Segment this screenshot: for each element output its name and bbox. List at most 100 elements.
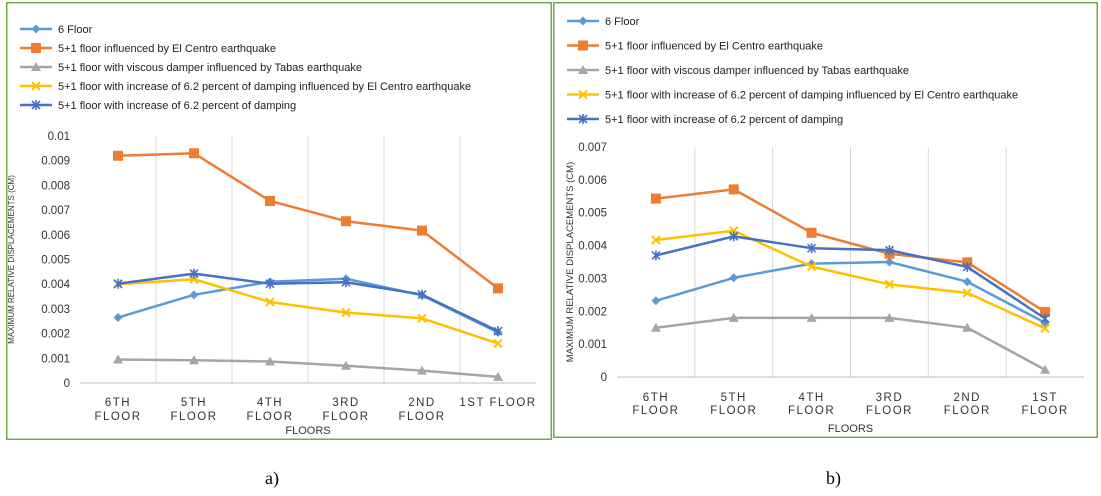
data-point	[806, 227, 817, 238]
y-axis-title: MAXIMUM RELATIVE DISPLACEMENTS (CM)	[565, 162, 576, 362]
x-tick-label: FLOOR	[94, 411, 141, 423]
legend-item: 5+1 floor influenced by El Centro earthq…	[567, 40, 823, 53]
legend-label: 5+1 floor with viscous damper influenced…	[605, 65, 909, 77]
data-point	[650, 193, 661, 204]
data-point	[341, 307, 351, 318]
x-tick-label: FLOOR	[944, 405, 991, 417]
x-tick-label: FLOOR	[866, 405, 913, 417]
x-tick-label: 6TH	[643, 392, 669, 404]
series-line	[117, 278, 499, 345]
x-tick-label: FLOOR	[322, 411, 369, 423]
x-tick-label: FLOOR	[632, 405, 679, 417]
panel-label-a: a)	[265, 468, 279, 488]
x-tick-label: FLOOR	[1022, 405, 1069, 417]
y-tick-label: 0.004	[578, 241, 607, 253]
data-point	[807, 243, 817, 254]
data-point	[493, 338, 503, 349]
data-point	[651, 250, 661, 261]
data-point	[113, 278, 123, 289]
y-tick-label: 0.001	[41, 353, 70, 365]
data-point	[806, 312, 817, 322]
x-axis-title: FLOORS	[828, 423, 873, 435]
data-point	[189, 355, 199, 365]
data-point	[189, 268, 199, 279]
data-point	[265, 297, 275, 307]
data-point	[417, 225, 427, 236]
legend-item: 6 Floor	[567, 16, 640, 28]
legend-marker	[578, 89, 588, 100]
data-point	[728, 184, 739, 195]
data-point	[417, 313, 427, 323]
data-point	[962, 288, 972, 298]
data-point	[806, 261, 817, 272]
data-point	[1040, 306, 1051, 317]
data-point	[265, 278, 275, 289]
legend-item: 6 Floor	[20, 24, 93, 36]
legend-item: 5+1 floor with increase of 6.2 percent o…	[20, 81, 471, 93]
series-5	[113, 268, 503, 337]
y-tick-label: 0.001	[578, 339, 607, 351]
data-point	[113, 150, 123, 161]
series-line	[655, 260, 1046, 324]
legend-item: 5+1 floor with viscous damper influenced…	[20, 62, 362, 74]
x-tick-label: FLOOR	[710, 405, 757, 417]
legend-label: 6 Floor	[605, 16, 640, 28]
x-tick-label: FLOOR	[788, 405, 835, 417]
legend-label: 5+1 floor with increase of 6.2 percent o…	[605, 114, 843, 126]
data-point	[729, 273, 739, 283]
x-tick-label: FLOOR	[246, 411, 293, 423]
x-tick-label: 2ND	[408, 397, 436, 409]
x-tick-label: 1ST	[1032, 392, 1058, 404]
x-tick-label: FLOOR	[398, 411, 445, 423]
legend-item: 5+1 floor influenced by El Centro earthq…	[20, 43, 276, 55]
legend-item: 5+1 floor with increase of 6.2 percent o…	[567, 114, 843, 126]
legend-marker	[31, 62, 41, 71]
series-3	[113, 354, 503, 381]
data-point	[113, 313, 123, 323]
legend-item: 5+1 floor with increase of 6.2 percent o…	[567, 90, 1018, 102]
data-point	[265, 195, 275, 206]
series-line	[117, 358, 499, 379]
legend-marker	[578, 40, 588, 51]
series-2	[113, 148, 503, 294]
x-tick-label: 3RD	[332, 397, 360, 409]
data-point	[189, 148, 199, 159]
x-tick-label: 3RD	[876, 392, 904, 404]
x-tick-label: 2ND	[953, 392, 981, 404]
legend-label: 6 Floor	[58, 24, 93, 36]
data-point	[650, 322, 661, 332]
data-point	[341, 216, 351, 227]
legend-label: 5+1 floor with increase of 6.2 percent o…	[58, 100, 296, 112]
y-tick-label: 0.009	[41, 156, 70, 168]
data-point	[1040, 364, 1051, 374]
y-tick-label: 0.01	[48, 131, 70, 143]
data-point	[341, 360, 351, 370]
data-point	[962, 277, 972, 287]
x-axis-title: FLOORS	[285, 425, 330, 437]
y-tick-label: 0	[64, 378, 70, 390]
data-point	[962, 261, 972, 272]
data-point	[729, 231, 739, 242]
x-tick-label: 6TH	[105, 397, 131, 409]
y-tick-label: 0.007	[41, 205, 70, 217]
x-tick-label: 5TH	[181, 397, 207, 409]
series-4	[651, 226, 1050, 334]
legend-item: 5+1 floor with viscous damper influenced…	[567, 65, 909, 77]
data-point	[265, 356, 275, 366]
data-point	[962, 322, 973, 332]
legend-marker	[31, 81, 41, 91]
series-line	[117, 272, 499, 333]
x-tick-label: 5TH	[721, 392, 747, 404]
data-point	[493, 371, 503, 381]
data-point	[884, 279, 895, 290]
x-tick-label: FLOOR	[170, 411, 217, 423]
y-tick-label: 0.003	[578, 273, 607, 285]
data-point	[417, 289, 427, 300]
legend-marker	[578, 16, 588, 26]
legend-marker	[578, 65, 588, 74]
data-point	[493, 326, 503, 337]
legend-marker	[31, 24, 41, 34]
legend-marker	[31, 100, 41, 110]
y-tick-label: 0.002	[41, 329, 70, 341]
x-tick-label: 4TH	[257, 397, 283, 409]
